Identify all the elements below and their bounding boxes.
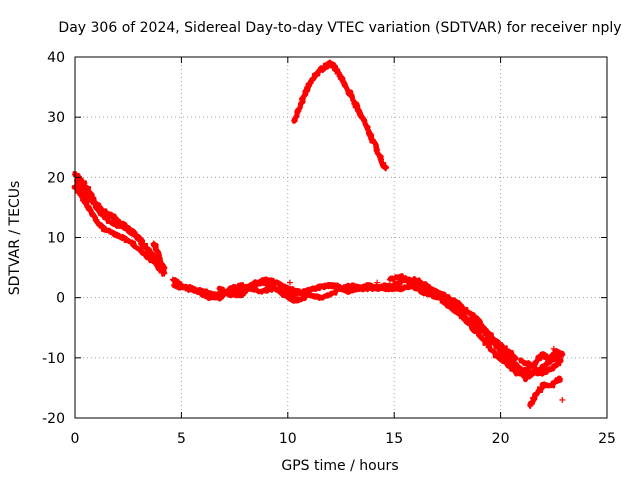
y-tick-label: 20 <box>47 170 65 186</box>
x-tick-label: 5 <box>177 431 186 447</box>
isolated-point <box>286 279 293 286</box>
series-strand <box>74 187 163 272</box>
tick-layer: 0 5 10 15 20 25 -20 -10 0 10 20 30 40 <box>42 50 616 447</box>
y-tick-label: 10 <box>47 231 65 247</box>
y-tick-label: 0 <box>56 291 65 307</box>
isolated-point <box>550 345 557 352</box>
series-track-3 <box>74 177 160 262</box>
data-layer <box>71 59 566 409</box>
y-tick-label: 40 <box>47 50 65 66</box>
series-track-9 <box>469 315 519 361</box>
series-track-6 <box>171 282 564 380</box>
series-strand <box>151 242 168 274</box>
y-tick-label: -20 <box>42 411 65 427</box>
series-track-10 <box>518 348 566 370</box>
series-track-12 <box>291 59 390 172</box>
y-tick-label: -10 <box>42 351 65 367</box>
x-tick-label: 25 <box>598 431 616 447</box>
grid-layer <box>75 57 607 418</box>
y-axis-label: SDTVAR / TECUs <box>7 181 23 296</box>
series-strand <box>293 59 389 172</box>
isolated-point <box>559 396 566 403</box>
chart-title: Day 306 of 2024, Sidereal Day-to-day VTE… <box>58 20 621 36</box>
x-tick-label: 0 <box>71 431 80 447</box>
series-track-7 <box>216 279 309 304</box>
isolated-point <box>374 279 381 286</box>
x-tick-label: 15 <box>385 431 403 447</box>
x-tick-label: 10 <box>279 431 297 447</box>
y-tick-label: 30 <box>47 110 65 126</box>
series-track-4 <box>150 240 168 277</box>
x-tick-label: 20 <box>492 431 510 447</box>
series-strand <box>473 317 517 361</box>
series-track-11 <box>527 375 564 409</box>
x-axis-label: GPS time / hours <box>281 458 398 474</box>
